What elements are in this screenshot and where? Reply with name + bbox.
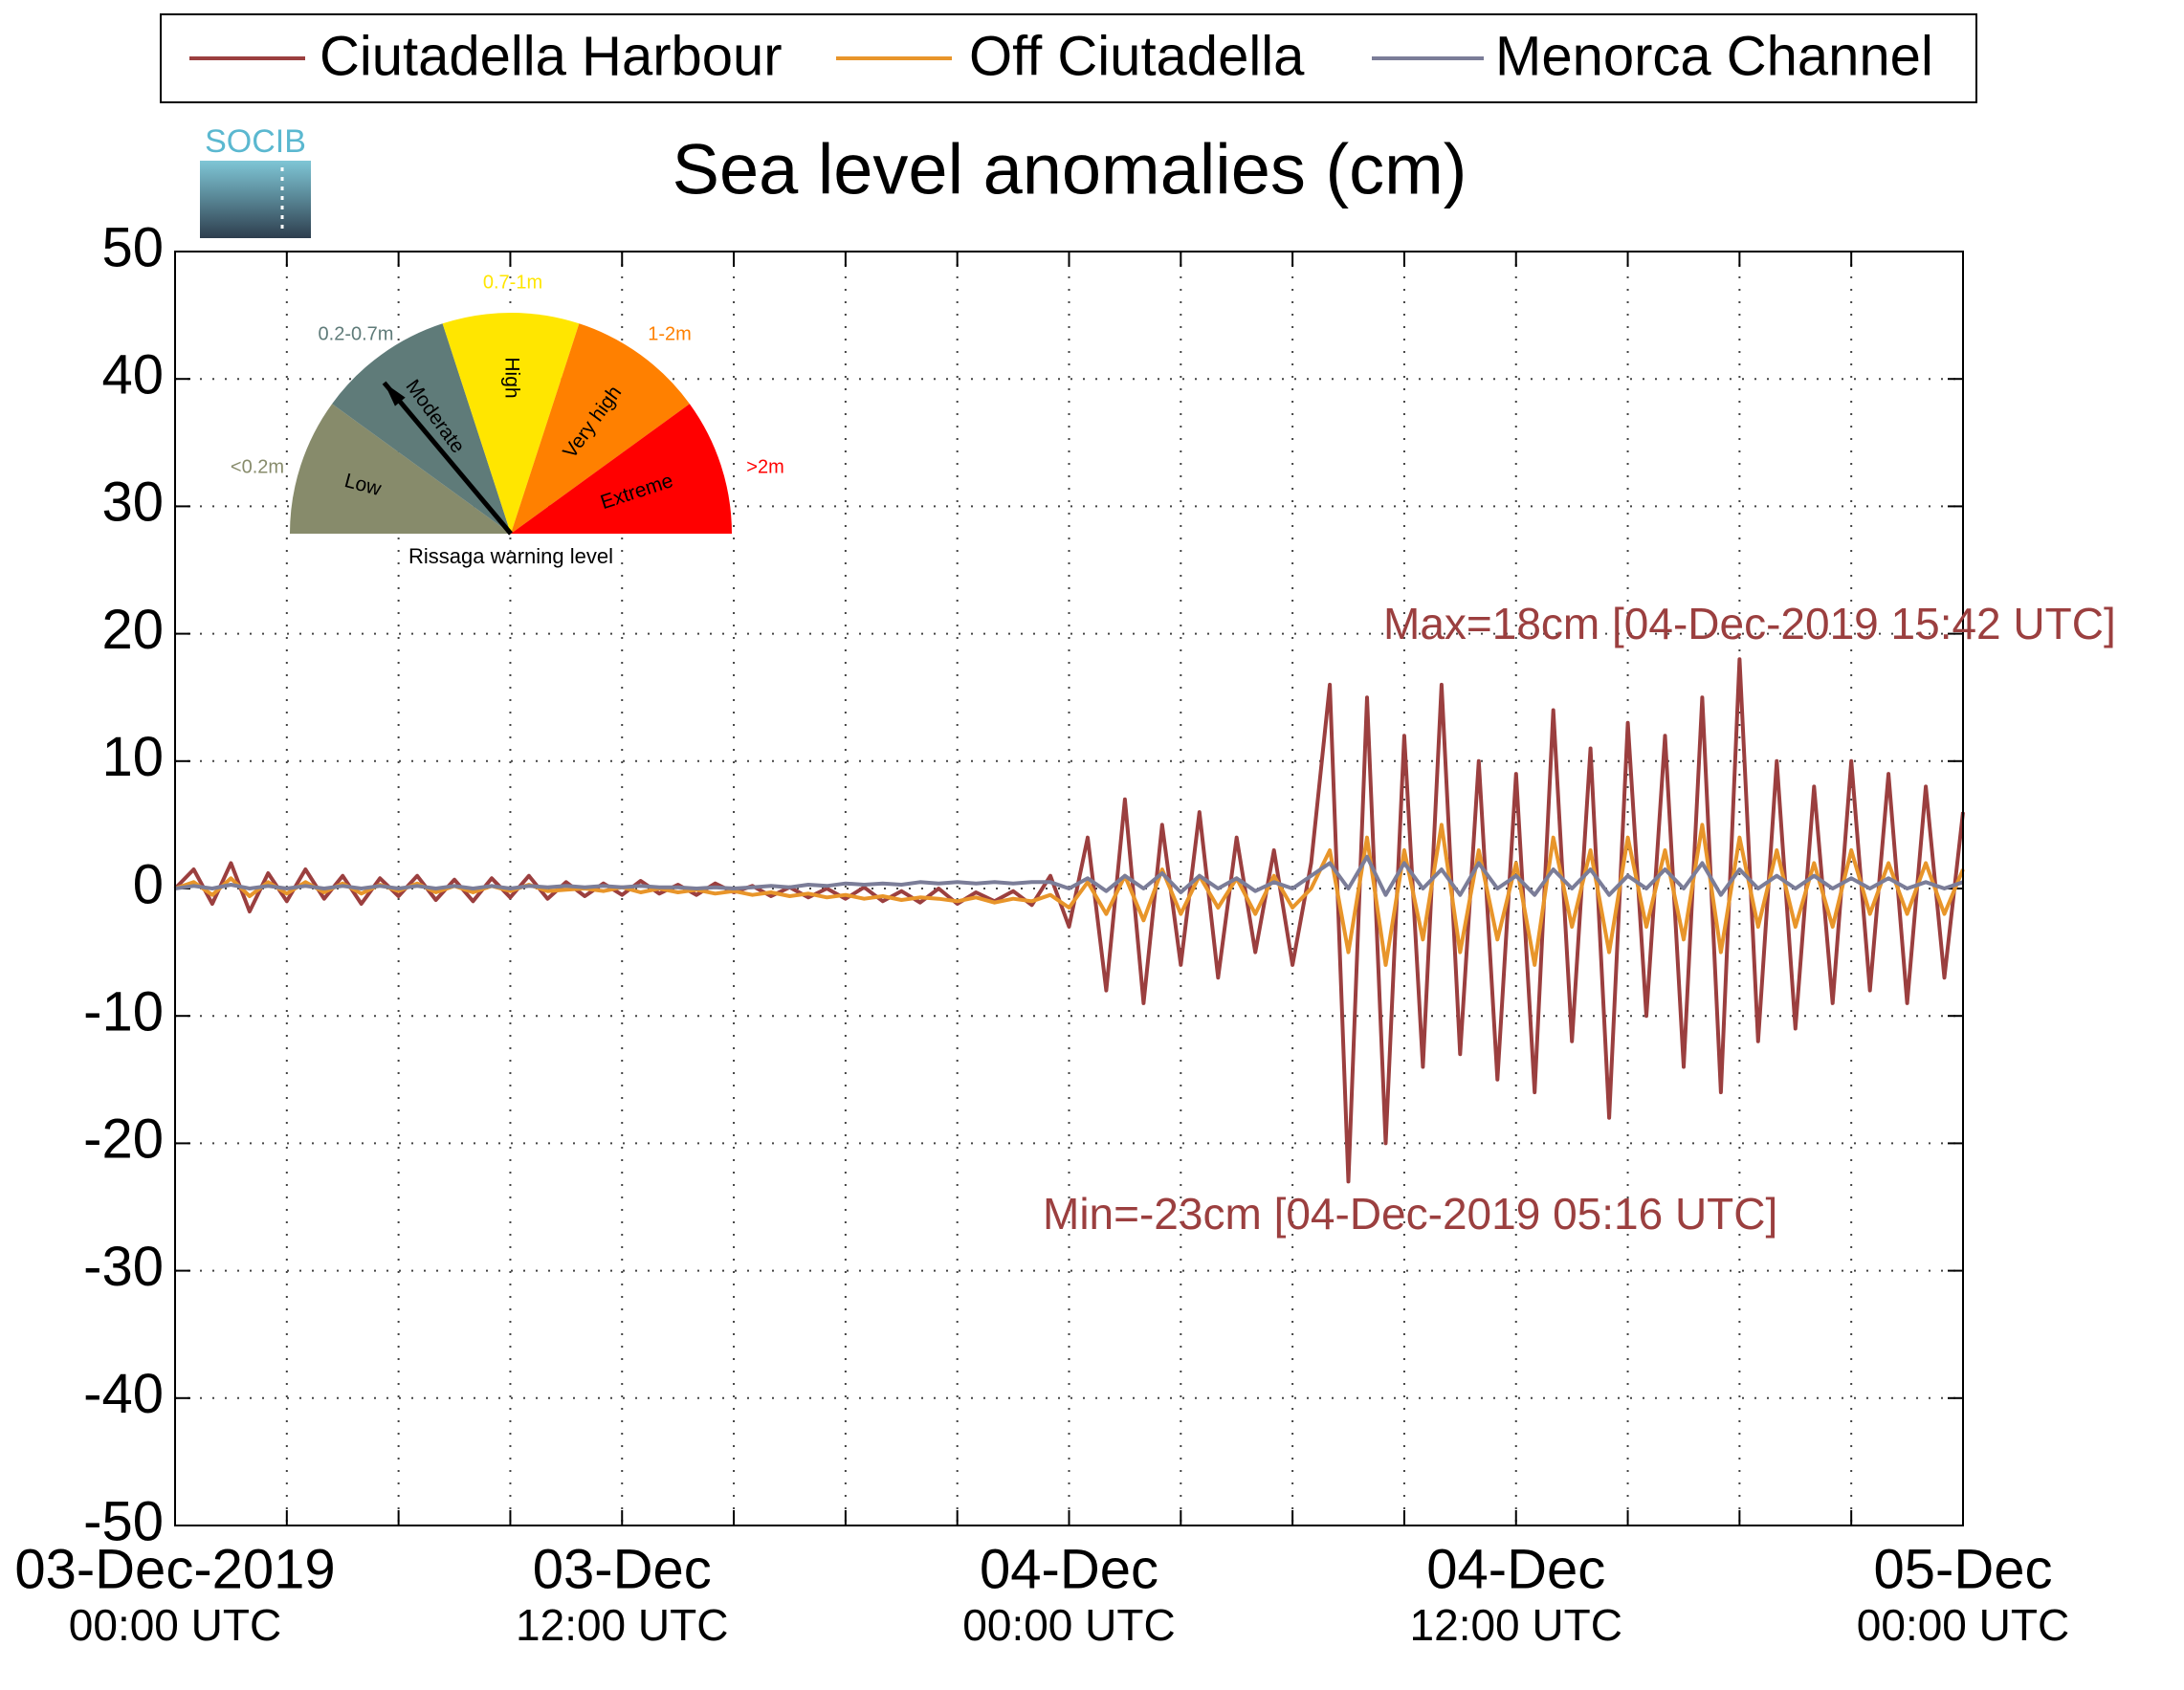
y-tick-label: 50 (101, 216, 164, 278)
gauge-needle-head (384, 383, 406, 406)
data-line (173, 657, 1965, 1184)
gauge-range: 0.7-1m (483, 272, 542, 293)
gauge-range: <0.2m (231, 456, 284, 477)
gauge-sector (442, 313, 580, 534)
y-tick-label: 10 (101, 726, 164, 788)
x-tick-label: 04-Dec (980, 1538, 1158, 1600)
x-tick-label: 00:00 UTC (69, 1600, 281, 1650)
y-tick-label: 30 (101, 472, 164, 534)
gauge-level-name: High (500, 357, 522, 398)
gauge-range: 1-2m (648, 323, 692, 344)
logo: SOCIB (200, 123, 311, 238)
gauge-range: 0.2-0.7m (319, 323, 394, 344)
x-tick-label: 03-Dec (533, 1538, 712, 1600)
plot-frame (174, 251, 1964, 1526)
y-tick-label: -40 (83, 1363, 164, 1425)
x-tick-label: 12:00 UTC (1410, 1600, 1622, 1650)
gauge-sector (511, 404, 732, 534)
chart-title: Sea level anomalies (cm) (673, 130, 1467, 209)
x-tick-label: 04-Dec (1426, 1538, 1605, 1600)
legend-box (160, 13, 1977, 103)
gauge-range: >2m (746, 456, 783, 477)
y-tick-label: -20 (83, 1108, 164, 1171)
logo-image (200, 161, 311, 238)
legend-label: Off Ciutadella (969, 25, 1305, 87)
data-line (174, 854, 1964, 897)
data-line (174, 823, 1965, 967)
legend-label: Menorca Channel (1495, 25, 1933, 87)
y-tick-label: -50 (83, 1490, 164, 1552)
annotation: Max=18cm [04-Dec-2019 15:42 UTC] (1383, 599, 2116, 648)
y-tick-label: 0 (133, 853, 164, 915)
gauge: <0.2mLow0.2-0.7mModerate0.7-1mHigh1-2mVe… (231, 272, 784, 568)
gauge-title: Rissaga warning level (408, 544, 613, 568)
y-tick-label: 20 (101, 599, 164, 661)
legend-label: Ciutadella Harbour (320, 25, 783, 87)
y-tick-label: -30 (83, 1236, 164, 1298)
gauge-needle (382, 381, 513, 536)
x-tick-label: 12:00 UTC (516, 1600, 728, 1650)
gauge-sector (290, 404, 511, 534)
x-tick-label: 03-Dec-2019 (14, 1538, 335, 1600)
x-tick-label: 00:00 UTC (1857, 1600, 2069, 1650)
gauge-sector (511, 323, 690, 534)
y-tick-label: 40 (101, 344, 164, 406)
y-tick-label: -10 (83, 981, 164, 1043)
annotation: Min=-23cm [04-Dec-2019 05:16 UTC] (1043, 1189, 1777, 1239)
x-tick-label: 05-Dec (1874, 1538, 2053, 1600)
logo-text: SOCIB (205, 123, 306, 160)
x-tick-label: 00:00 UTC (962, 1600, 1175, 1650)
